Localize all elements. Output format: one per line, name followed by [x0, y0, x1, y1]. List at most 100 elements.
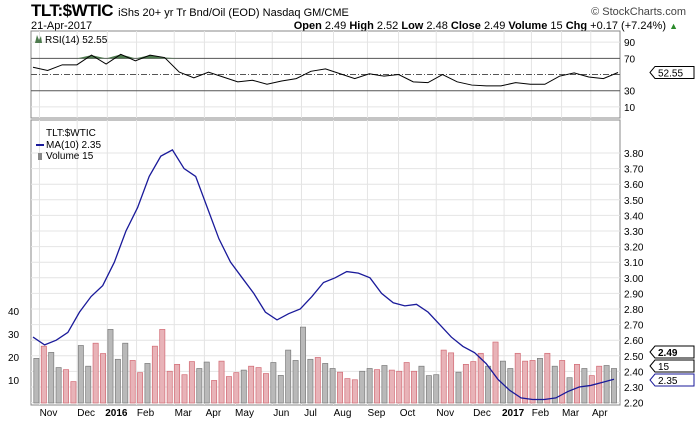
close-value: 2.49	[483, 20, 506, 32]
x-tick-label: Jun	[273, 408, 289, 419]
volume-bar	[233, 372, 240, 404]
price-tick-label: 3.10	[624, 258, 644, 269]
volume-bar	[314, 357, 321, 404]
volume-bar	[574, 364, 580, 404]
low-label: Low	[401, 20, 424, 32]
x-tick-label: Nov	[40, 408, 58, 419]
volume-bar	[33, 358, 40, 404]
rsi-overbought-fill	[33, 54, 618, 59]
volume-bar	[144, 363, 151, 404]
volume-bar	[174, 364, 181, 404]
volume-bar	[277, 375, 284, 404]
volume-bar	[374, 369, 380, 404]
volume-bar	[411, 370, 418, 404]
ohlc-summary: Open 2.49 High 2.52 Low 2.48 Close 2.49 …	[294, 20, 678, 32]
volume-bar	[48, 352, 55, 404]
volume-bar	[270, 362, 277, 404]
volume-bar	[507, 368, 514, 404]
volume-bar	[522, 360, 529, 404]
chg-label: Chg	[565, 20, 588, 32]
last-ma-tag: 2.35	[658, 376, 678, 387]
volume-bar	[418, 365, 425, 404]
volume-bar	[455, 371, 462, 404]
legend-volume: Volume 15	[46, 151, 94, 162]
high-label: High	[349, 20, 374, 32]
price-tick-label: 2.40	[624, 367, 644, 378]
volume-bar	[536, 358, 543, 404]
volume-bar	[307, 358, 314, 404]
volume-bar	[218, 360, 225, 404]
price-tick-label: 2.30	[624, 383, 644, 394]
price-tick-label: 2.70	[624, 321, 644, 332]
ma-line	[32, 149, 615, 401]
volume-bar	[425, 375, 432, 404]
volume-bar	[433, 374, 440, 404]
price-tick-label: 2.90	[624, 289, 644, 300]
last-ma-tag-box	[649, 373, 695, 387]
volume-bar	[440, 349, 447, 404]
rsi-last-value: 52.55	[658, 68, 683, 79]
volume-bar	[403, 362, 410, 404]
volume-bar	[351, 379, 358, 404]
x-tick-label: Dec	[473, 408, 491, 419]
volume-bar	[544, 352, 551, 404]
volume-legend-icon	[38, 153, 42, 160]
price-tick-label: 2.20	[624, 399, 644, 410]
volume-bar	[240, 369, 247, 404]
volume-bar	[492, 341, 499, 404]
rsi-legend: RSI(14) 52.55	[45, 35, 108, 46]
volume-bar	[337, 371, 343, 404]
volume-bar	[129, 360, 136, 404]
volume-bar	[611, 368, 617, 404]
x-tick-label: Feb	[532, 408, 550, 419]
volume-bar	[322, 363, 329, 404]
x-tick-label: Nov	[436, 408, 454, 419]
volume-bar	[388, 369, 395, 404]
last-close-tag-box	[649, 345, 695, 359]
up-arrow-icon: ▲	[669, 21, 678, 31]
volume-bar	[551, 365, 558, 404]
volume-bar	[181, 374, 188, 404]
volume-bar	[462, 364, 469, 404]
x-tick-label: May	[235, 408, 254, 419]
date: 21-Apr-2017	[31, 20, 93, 32]
volume-bar	[470, 361, 477, 404]
volume-bar	[559, 360, 566, 404]
volume-bar	[77, 345, 84, 404]
volume-tick-label: 30	[8, 330, 20, 341]
volume-label: Volume	[508, 20, 548, 32]
brand[interactable]: © StockCharts.com	[591, 6, 686, 18]
volume-bar	[359, 370, 366, 404]
rsi-icon	[35, 35, 42, 43]
volume-bar	[196, 368, 203, 404]
volume-bar	[588, 375, 595, 404]
price-tick-label: 3.80	[624, 149, 644, 160]
volume-bar	[137, 372, 144, 404]
last-volume-tag: 15	[658, 362, 670, 373]
rsi-tick-label: 90	[624, 38, 636, 49]
volume-bar	[151, 345, 158, 404]
x-tick-label: 2017	[502, 408, 525, 419]
volume-bar	[514, 352, 521, 404]
volume-bar	[114, 358, 121, 404]
x-tick-label: Aug	[334, 408, 352, 419]
volume-bar	[603, 365, 610, 404]
volume-bar	[100, 353, 107, 404]
volume-tick-label: 20	[8, 353, 20, 364]
volume-bar	[396, 370, 403, 404]
x-tick-label: Apr	[206, 408, 222, 419]
volume-bar	[477, 352, 484, 404]
volume-bar	[211, 380, 218, 404]
volume-bar	[203, 361, 210, 404]
title-row: TLT:$WTIC iShs 20+ yr Tr Bnd/Oil (EOD) N…	[31, 1, 349, 21]
volume-value: 15	[550, 20, 563, 32]
volume-bar	[166, 370, 173, 404]
volume-bar	[285, 349, 292, 404]
x-tick-label: Sep	[368, 408, 386, 419]
price-tick-label: 2.50	[624, 352, 644, 363]
close-label: Close	[450, 20, 481, 32]
price-tick-label: 2.60	[624, 336, 644, 347]
price-tick-label: 3.30	[624, 227, 644, 238]
legend-ma: MA(10) 2.35	[46, 140, 101, 151]
